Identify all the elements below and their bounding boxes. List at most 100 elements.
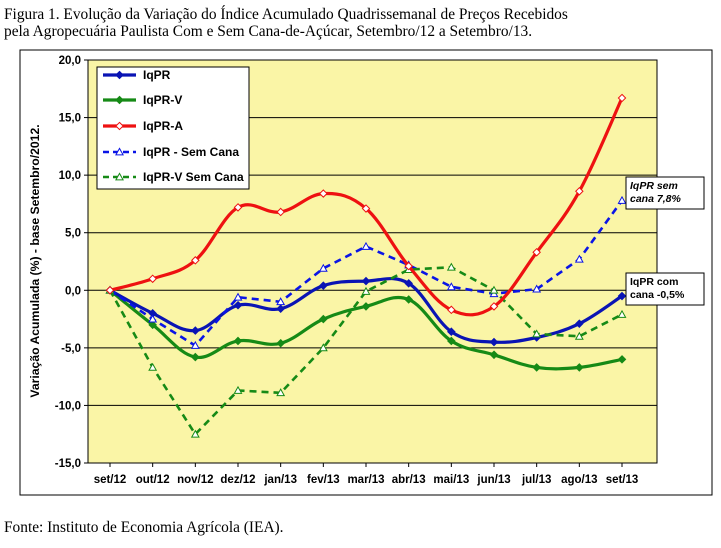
data-point bbox=[318, 343, 328, 352]
data-point bbox=[532, 247, 541, 257]
y-tick-label: 20,0 bbox=[59, 55, 81, 67]
data-point bbox=[574, 254, 584, 263]
data-point bbox=[404, 279, 413, 288]
data-point bbox=[361, 276, 371, 286]
series-iqpr bbox=[105, 276, 627, 347]
legend-label: IqPR-V bbox=[143, 93, 182, 107]
data-point bbox=[319, 314, 328, 324]
caption-line-1: Figura 1. Evolução da Variação do Índice… bbox=[4, 6, 568, 23]
data-point bbox=[532, 329, 542, 338]
y-tick-label: 15,0 bbox=[59, 113, 81, 125]
data-point bbox=[575, 186, 584, 196]
legend-item: IqPR-V bbox=[103, 93, 182, 107]
data-point bbox=[575, 319, 584, 328]
data-point bbox=[361, 302, 371, 311]
x-tick-label: dez/12 bbox=[220, 474, 255, 486]
legend-marker bbox=[115, 172, 124, 181]
data-point bbox=[276, 304, 285, 314]
x-tick-label: out/12 bbox=[136, 474, 170, 486]
x-tick-label: jun/13 bbox=[476, 474, 510, 486]
x-tick-label: nov/12 bbox=[177, 474, 213, 486]
y-axis-label: Variação Acumulada (%) - base Setembro/2… bbox=[28, 124, 42, 397]
data-point bbox=[276, 388, 286, 397]
data-point bbox=[276, 207, 285, 217]
data-point bbox=[361, 204, 371, 213]
data-point bbox=[148, 362, 158, 371]
x-tick-label: fev/13 bbox=[307, 474, 340, 486]
data-point bbox=[617, 309, 627, 318]
x-tick-label: ago/13 bbox=[561, 474, 597, 486]
legend-label: IqPR-A bbox=[143, 119, 183, 133]
data-point bbox=[447, 305, 456, 315]
data-point bbox=[148, 314, 158, 323]
data-point bbox=[191, 326, 200, 335]
data-point bbox=[404, 295, 413, 304]
legend-label: IqPR-V Sem Cana bbox=[143, 170, 244, 184]
data-point bbox=[276, 297, 286, 306]
legend-marker bbox=[115, 70, 124, 80]
y-tick-label: 0,0 bbox=[65, 285, 81, 297]
legend-item: IqPR-V Sem Cana bbox=[103, 170, 244, 184]
legend-label: IqPR - Sem Cana bbox=[143, 145, 239, 159]
annotation-text: cana -0,5% bbox=[630, 289, 685, 301]
series-iqpr-a bbox=[105, 93, 627, 317]
y-tick-label: -15,0 bbox=[55, 458, 81, 470]
x-tick-label: set/12 bbox=[94, 474, 127, 486]
y-tick-label: 5,0 bbox=[65, 228, 81, 240]
y-tick-label: -10,0 bbox=[55, 400, 81, 412]
data-point bbox=[617, 291, 627, 301]
data-point bbox=[190, 340, 200, 349]
data-point bbox=[361, 286, 371, 295]
x-tick-label: set/13 bbox=[606, 474, 639, 486]
annotation-text: IqPR com bbox=[630, 276, 678, 288]
data-point bbox=[617, 195, 627, 204]
data-point bbox=[233, 203, 243, 212]
caption-line-2: pela Agropecuária Paulista Com e Sem Can… bbox=[4, 23, 533, 40]
annotation-text: cana 7,8% bbox=[630, 193, 681, 205]
data-point bbox=[148, 320, 157, 330]
annotation-text: IqPR sem bbox=[630, 180, 678, 192]
figure-source: Fonte: Instituto de Economia Agrícola (I… bbox=[4, 519, 284, 536]
legend-item: IqPR - Sem Cana bbox=[103, 145, 239, 159]
data-point bbox=[361, 241, 371, 250]
data-point bbox=[319, 189, 328, 198]
data-point bbox=[617, 93, 627, 103]
data-point bbox=[575, 363, 584, 372]
data-point bbox=[276, 338, 285, 348]
data-point bbox=[489, 337, 499, 347]
data-point bbox=[532, 363, 541, 372]
x-tick-label: mai/13 bbox=[433, 474, 469, 486]
data-point bbox=[190, 429, 200, 438]
data-point bbox=[105, 285, 115, 295]
data-point bbox=[404, 261, 413, 271]
data-point bbox=[233, 292, 243, 301]
data-point bbox=[446, 262, 456, 271]
data-point bbox=[191, 256, 200, 265]
series-lines bbox=[105, 93, 627, 438]
data-point bbox=[233, 300, 243, 310]
legend-box bbox=[96, 66, 250, 190]
x-tick-label: jul/13 bbox=[521, 474, 551, 486]
annotation-box bbox=[625, 272, 705, 306]
legend-marker bbox=[115, 147, 124, 156]
figure-caption: Figura 1. Evolução da Variação do Índice… bbox=[4, 6, 716, 40]
data-point bbox=[233, 385, 243, 394]
data-point bbox=[318, 263, 328, 272]
data-point bbox=[233, 336, 243, 346]
legend-item: IqPR-A bbox=[103, 119, 183, 133]
y-tick-label: -5,0 bbox=[61, 343, 81, 355]
data-point bbox=[489, 285, 499, 294]
data-point bbox=[148, 274, 157, 284]
annotation-box bbox=[625, 176, 705, 210]
data-point bbox=[617, 355, 627, 364]
data-point bbox=[319, 281, 328, 290]
y-tick-label: 10,0 bbox=[59, 170, 81, 182]
data-point bbox=[532, 284, 542, 293]
data-point bbox=[574, 331, 584, 340]
legend-label: IqPR bbox=[143, 68, 171, 82]
legend: IqPR IqPR-V IqPR-A IqPR - Sem Cana IqPR-V Se… bbox=[96, 66, 250, 190]
